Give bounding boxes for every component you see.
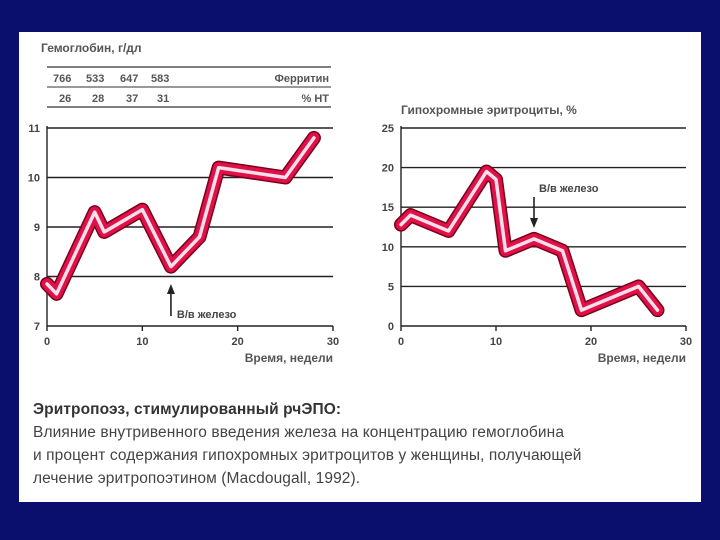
table-ferritin-label: Ферритин <box>274 73 329 85</box>
annotation-label: В/в железо <box>539 183 599 195</box>
chart1-data-table: 766 533 647 583 Ферритин 26 28 37 31 % Н… <box>47 66 331 108</box>
y-tick-label: 25 <box>382 123 394 135</box>
y-tick-label: 20 <box>382 163 394 175</box>
hypochromic-chart: Гипохромные эритроциты, % 0 5 10 15 20 25 0 10 20… <box>382 103 692 365</box>
table-nt-4: 31 <box>157 93 169 105</box>
caption-line-3: лечение эритропоэтином (Macdougall, 1992… <box>33 470 361 487</box>
x-tick-label: 10 <box>136 336 148 348</box>
x-tick-label: 20 <box>585 336 597 348</box>
table-ferritin-1: 766 <box>53 73 71 85</box>
caption: Эритропоэз, стимулированный рчЭПО: Влиян… <box>33 398 693 490</box>
y-tick-label: 15 <box>382 202 394 214</box>
y-tick-label: 11 <box>28 123 40 135</box>
figure-area: 766 533 647 583 Ферритин 26 28 37 31 % Н… <box>28 41 692 365</box>
table-nt-1: 26 <box>59 93 71 105</box>
table-nt-3: 37 <box>126 93 138 105</box>
series-line-fill <box>41 132 320 300</box>
table-ferritin-4: 583 <box>151 73 169 85</box>
y-tick-label: 10 <box>28 173 40 185</box>
x-tick-label: 0 <box>398 336 404 348</box>
caption-line-1: Влияние внутривенного введения железа на… <box>33 424 565 441</box>
hemoglobin-chart: Гемоглобин, г/дл 7 8 9 10 11 0 10 20 30 Время, нед… <box>28 41 339 365</box>
caption-line-2: и процент содержания гипохромных эритроц… <box>33 447 582 464</box>
y-tick-label: 5 <box>388 281 394 293</box>
table-ferritin-3: 647 <box>120 73 138 85</box>
y-axis-title: Гипохромные эритроциты, % <box>401 103 577 117</box>
table-nt-2: 28 <box>92 93 104 105</box>
slide: 766 533 647 583 Ферритин 26 28 37 31 % Н… <box>19 32 701 502</box>
x-tick-label: 30 <box>327 336 339 348</box>
annotation-arrowhead <box>166 284 175 294</box>
x-tick-label: 10 <box>490 336 502 348</box>
annotation-label: В/в железо <box>177 309 237 321</box>
y-tick-label: 7 <box>34 321 40 333</box>
x-tick-label: 20 <box>232 336 244 348</box>
series-line-highlight <box>45 136 316 296</box>
caption-heading: Эритропоэз, стимулированный рчЭПО: <box>33 401 342 418</box>
table-ferritin-2: 533 <box>86 73 104 85</box>
y-tick-label: 8 <box>34 272 40 284</box>
series-line-highlight <box>399 169 660 312</box>
x-axis-title: Время, недели <box>245 351 333 365</box>
y-tick-label: 0 <box>388 321 394 333</box>
y-axis-title: Гемоглобин, г/дл <box>41 41 142 55</box>
y-tick-label: 9 <box>34 222 40 234</box>
table-nt-label: % НТ <box>302 93 330 105</box>
annotation-arrowhead <box>530 218 538 228</box>
x-axis-title: Время, недели <box>598 351 686 365</box>
x-tick-label: 30 <box>680 336 692 348</box>
x-tick-label: 0 <box>44 336 50 348</box>
y-tick-label: 10 <box>382 242 394 254</box>
